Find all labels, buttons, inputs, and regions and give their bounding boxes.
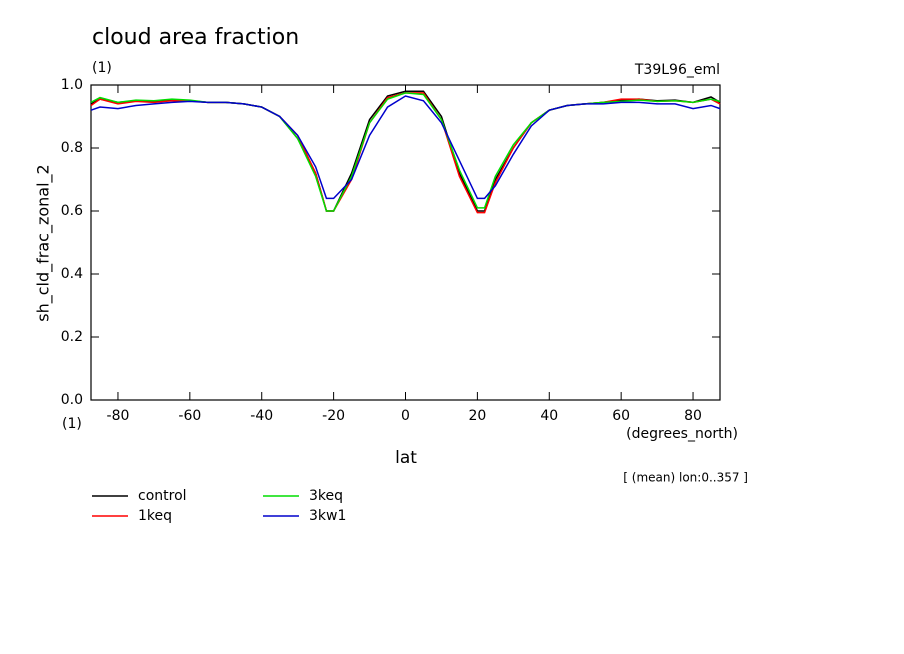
y-tick-label: 0.2 (61, 329, 83, 345)
y-tick-label: 0.6 (61, 203, 83, 219)
y-tick-label: 0.0 (61, 392, 83, 408)
x-units: (degrees_north) (626, 426, 738, 442)
x-tick-label: -20 (322, 408, 345, 424)
legend-label: 3keq (309, 488, 343, 504)
x-axis-label: lat (395, 448, 417, 468)
x-tick-label: 60 (612, 408, 630, 424)
line-series (90, 92, 721, 212)
plot-frame (90, 84, 721, 401)
x-tick-label: 80 (684, 408, 702, 424)
y-tick-label: 1.0 (61, 77, 83, 93)
line-series (90, 90, 721, 212)
line-series (90, 92, 721, 214)
x-tick-label: 0 (401, 408, 410, 424)
x-tick-label: -60 (178, 408, 201, 424)
legend-label: 1keq (138, 508, 172, 524)
y-units: (1) (62, 416, 82, 432)
x-tick-label: -80 (107, 408, 130, 424)
chart-title: cloud area fraction (92, 25, 299, 50)
footnote: [ (mean) lon:0..357 ] (623, 471, 748, 485)
legend-label: control (138, 488, 187, 504)
subtitle: (1) (92, 60, 112, 76)
y-tick-label: 0.8 (61, 140, 83, 156)
y-tick-label: 0.4 (61, 266, 83, 282)
legend-label: 3kw1 (309, 508, 346, 524)
x-tick-label: 20 (468, 408, 486, 424)
x-tick-label: -40 (250, 408, 273, 424)
y-axis-label: sh_cld_frac_zonal_2 (34, 164, 54, 321)
line-series (90, 95, 721, 200)
x-tick-label: 40 (540, 408, 558, 424)
annotation: T39L96_eml (634, 62, 720, 78)
